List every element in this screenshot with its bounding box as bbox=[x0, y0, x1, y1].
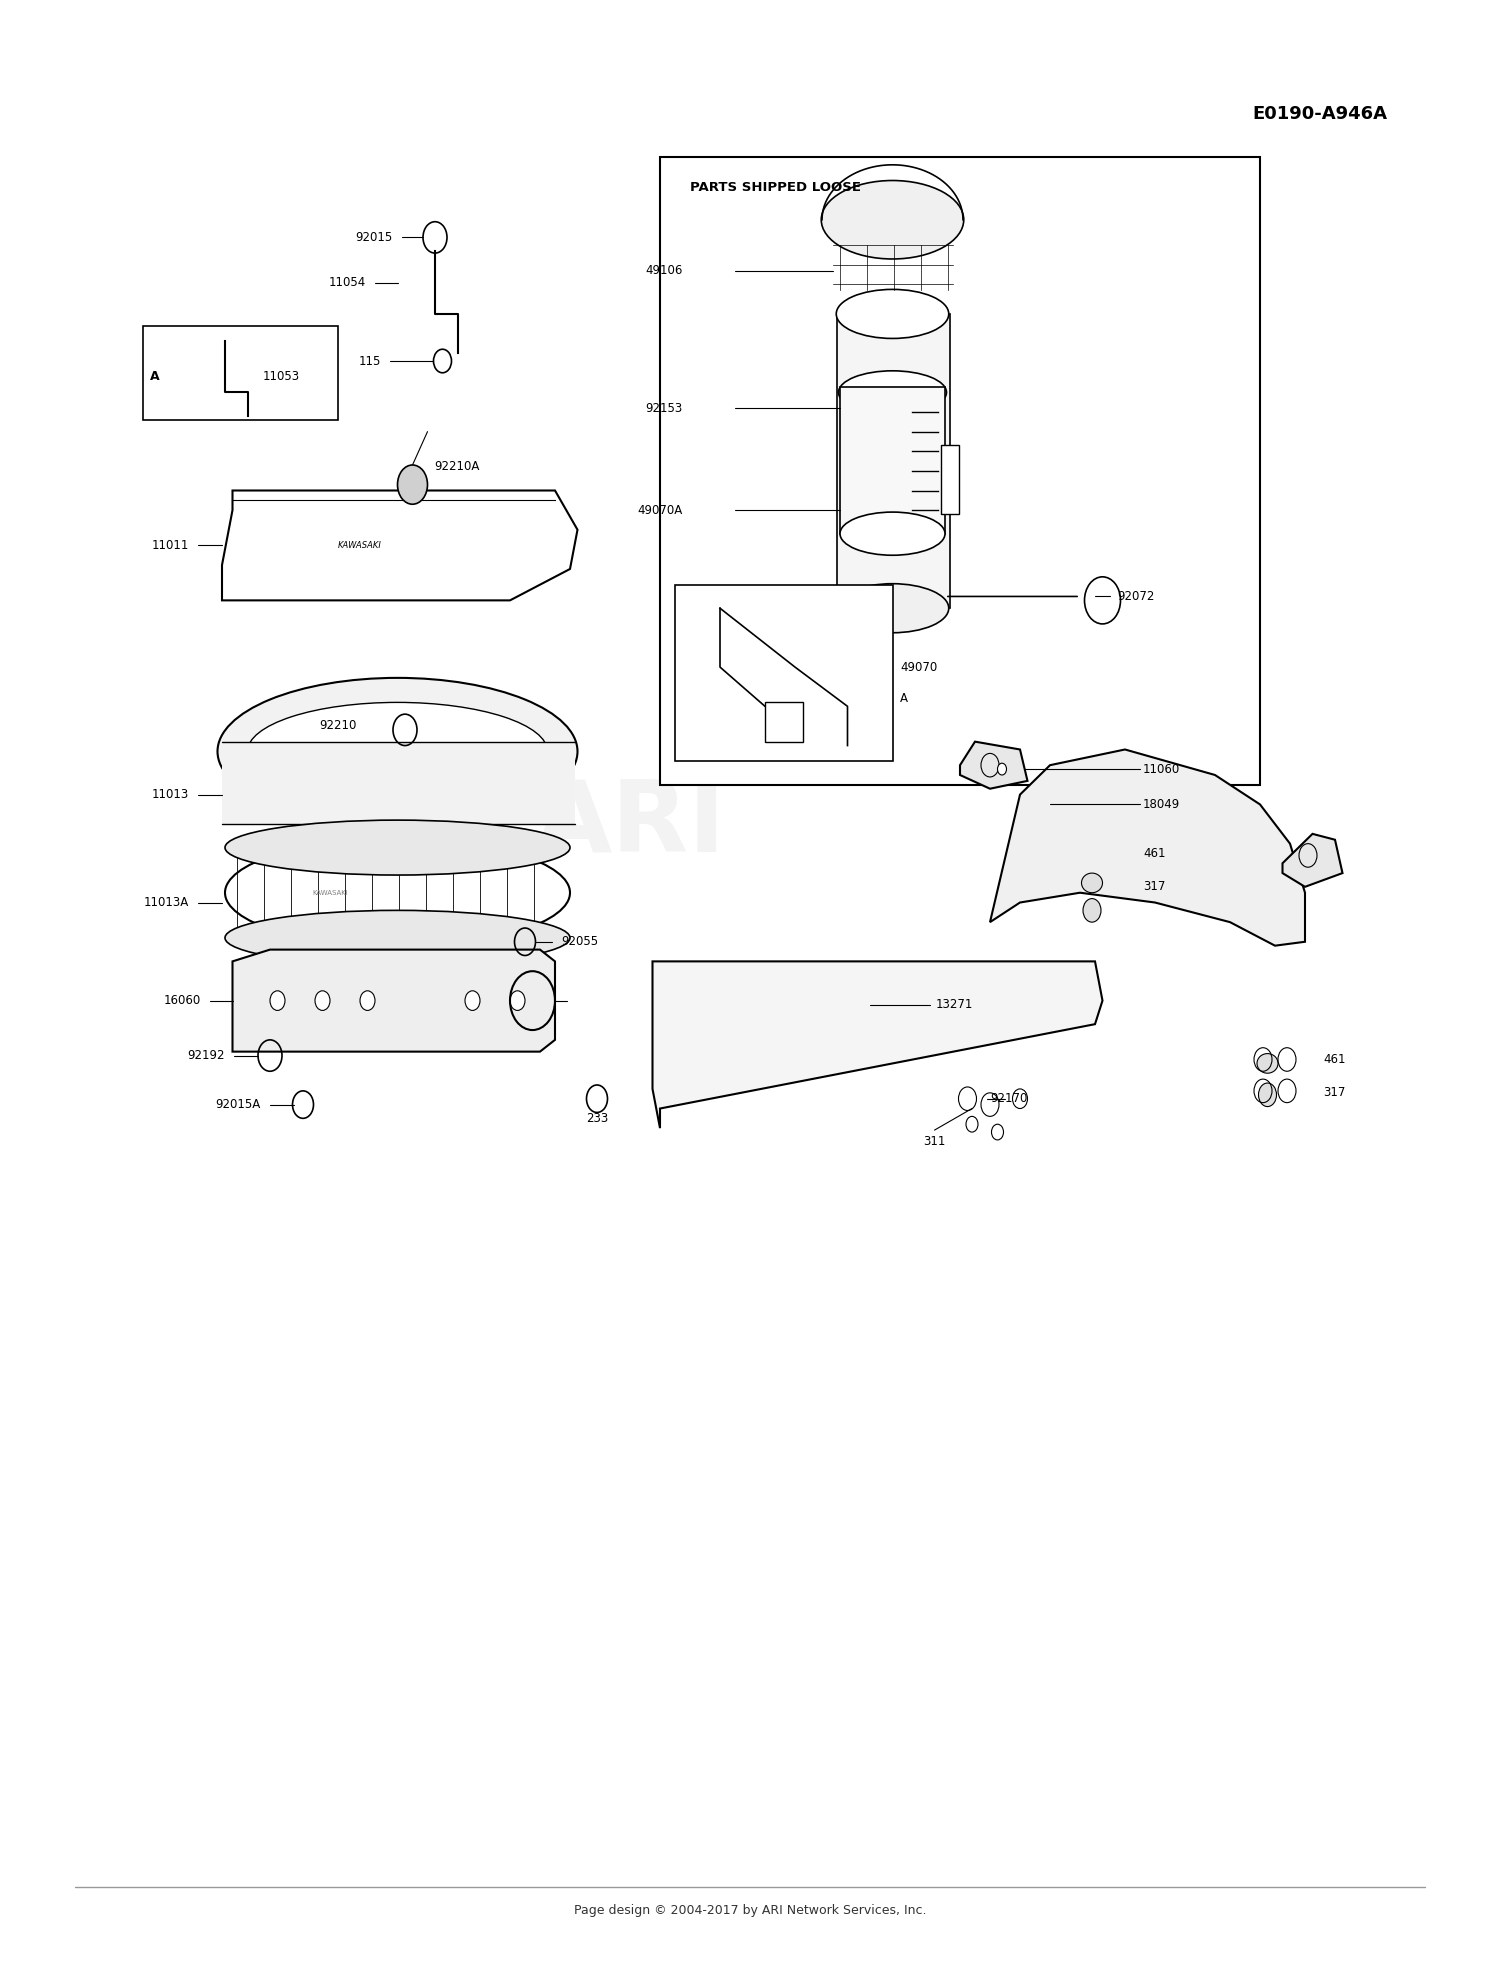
Ellipse shape bbox=[225, 838, 570, 946]
Text: 92170: 92170 bbox=[990, 1093, 1028, 1105]
Text: 311: 311 bbox=[924, 1136, 945, 1148]
Ellipse shape bbox=[1257, 1054, 1278, 1073]
Ellipse shape bbox=[225, 910, 570, 965]
Text: 233: 233 bbox=[586, 1112, 608, 1124]
Text: 115: 115 bbox=[358, 355, 381, 367]
Text: 461: 461 bbox=[1143, 848, 1166, 859]
Polygon shape bbox=[232, 950, 555, 1052]
Text: PARTS SHIPPED LOOSE: PARTS SHIPPED LOOSE bbox=[690, 181, 861, 194]
Circle shape bbox=[315, 991, 330, 1010]
Text: 16060: 16060 bbox=[164, 995, 201, 1007]
Text: A: A bbox=[900, 693, 908, 704]
Text: 49070: 49070 bbox=[900, 661, 938, 673]
Text: 317: 317 bbox=[1323, 1087, 1346, 1099]
Polygon shape bbox=[990, 749, 1305, 946]
Text: 92153: 92153 bbox=[645, 402, 682, 414]
Circle shape bbox=[465, 991, 480, 1010]
Text: A: A bbox=[150, 371, 159, 383]
Text: 11053: 11053 bbox=[262, 371, 300, 383]
Text: 49070A: 49070A bbox=[638, 504, 682, 516]
Polygon shape bbox=[1282, 834, 1342, 887]
Bar bbox=[765, 702, 802, 742]
Text: 11013: 11013 bbox=[152, 789, 189, 800]
Text: 92015A: 92015A bbox=[216, 1099, 261, 1110]
Circle shape bbox=[510, 991, 525, 1010]
Ellipse shape bbox=[839, 371, 946, 414]
Text: 18049: 18049 bbox=[1143, 799, 1180, 810]
Text: 11013A: 11013A bbox=[144, 897, 189, 908]
Text: 11060: 11060 bbox=[1143, 763, 1180, 775]
Text: 92210: 92210 bbox=[320, 720, 357, 732]
Ellipse shape bbox=[1082, 873, 1102, 893]
Text: Page design © 2004-2017 by ARI Network Services, Inc.: Page design © 2004-2017 by ARI Network S… bbox=[573, 1905, 926, 1917]
Bar bbox=[940, 445, 958, 514]
Bar bbox=[222, 742, 574, 824]
Bar bbox=[675, 585, 892, 761]
Ellipse shape bbox=[248, 702, 548, 800]
Text: 317: 317 bbox=[1143, 881, 1166, 893]
Text: 11011: 11011 bbox=[152, 540, 189, 551]
Ellipse shape bbox=[225, 820, 570, 875]
Text: E0190-A946A: E0190-A946A bbox=[1252, 104, 1388, 124]
Circle shape bbox=[360, 991, 375, 1010]
Bar bbox=[142, 326, 338, 420]
Text: 92192: 92192 bbox=[188, 1050, 225, 1061]
Text: 11054: 11054 bbox=[328, 277, 366, 288]
Circle shape bbox=[998, 763, 1006, 775]
Text: 92072: 92072 bbox=[1118, 591, 1155, 602]
Ellipse shape bbox=[822, 181, 963, 259]
Text: ARI: ARI bbox=[534, 775, 726, 873]
Bar bbox=[837, 314, 950, 608]
Bar bbox=[660, 157, 1260, 785]
Circle shape bbox=[1083, 899, 1101, 922]
Text: 92210A: 92210A bbox=[435, 461, 480, 473]
Polygon shape bbox=[960, 742, 1028, 789]
Ellipse shape bbox=[837, 583, 948, 632]
Text: KAWASAKI: KAWASAKI bbox=[312, 889, 348, 897]
Text: 92015: 92015 bbox=[356, 232, 393, 243]
Text: 13271: 13271 bbox=[936, 999, 974, 1010]
Text: 49106: 49106 bbox=[645, 265, 682, 277]
Circle shape bbox=[1258, 1083, 1276, 1107]
Text: 92055: 92055 bbox=[561, 936, 598, 948]
Circle shape bbox=[398, 465, 427, 504]
Polygon shape bbox=[222, 490, 578, 600]
Ellipse shape bbox=[217, 677, 578, 824]
Ellipse shape bbox=[840, 512, 945, 555]
Polygon shape bbox=[652, 961, 1102, 1128]
Text: KAWASAKI: KAWASAKI bbox=[338, 542, 382, 549]
Text: 461: 461 bbox=[1323, 1054, 1346, 1065]
Circle shape bbox=[270, 991, 285, 1010]
Bar bbox=[840, 387, 945, 534]
Ellipse shape bbox=[837, 288, 948, 337]
